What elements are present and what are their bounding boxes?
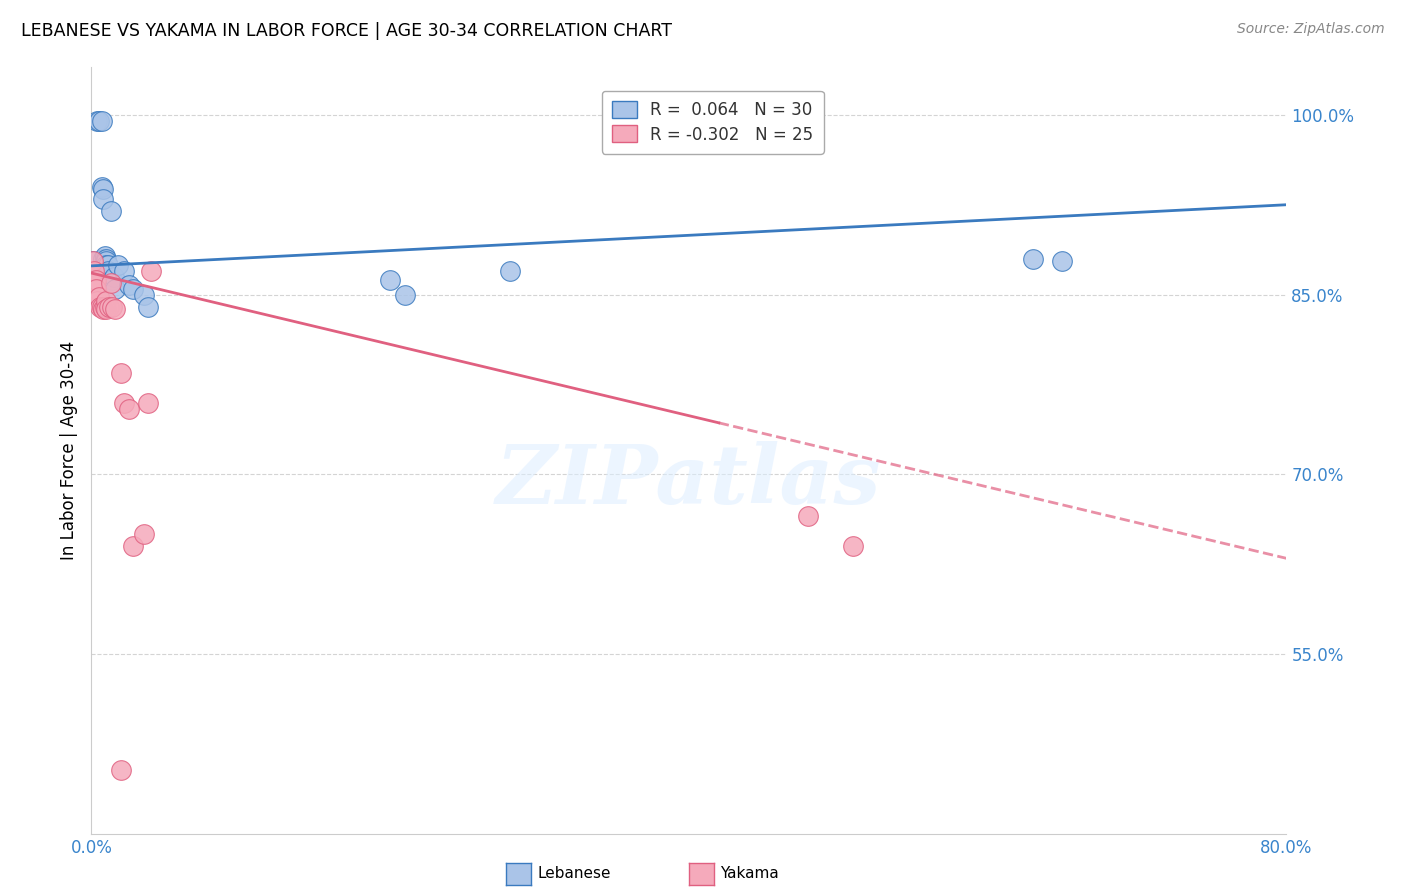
Point <box>84 282 107 296</box>
Point <box>96 252 118 266</box>
Point <box>122 539 145 553</box>
Point <box>842 539 865 553</box>
Point <box>82 254 104 268</box>
Legend: R =  0.064   N = 30, R = -0.302   N = 25: R = 0.064 N = 30, R = -0.302 N = 25 <box>602 91 824 153</box>
Point <box>136 395 159 409</box>
Point <box>90 179 112 194</box>
Point <box>84 273 107 287</box>
Point <box>98 300 121 314</box>
Point <box>136 300 159 314</box>
Point <box>96 254 118 268</box>
Point <box>93 252 115 266</box>
Point <box>141 263 163 277</box>
Point <box>94 249 117 263</box>
Point <box>104 301 127 316</box>
Point <box>100 276 122 290</box>
Point <box>112 263 135 277</box>
Point <box>97 263 120 277</box>
Point <box>103 269 125 284</box>
Text: LEBANESE VS YAKAMA IN LABOR FORCE | AGE 30-34 CORRELATION CHART: LEBANESE VS YAKAMA IN LABOR FORCE | AGE … <box>21 22 672 40</box>
Point <box>93 301 115 316</box>
Point <box>94 300 117 314</box>
Point <box>110 366 132 380</box>
Point <box>797 509 820 524</box>
Point <box>394 287 416 301</box>
Point <box>118 278 141 293</box>
Point <box>93 182 115 196</box>
Point <box>93 192 115 206</box>
Point <box>112 395 135 409</box>
Point <box>118 401 141 416</box>
Point <box>94 252 117 266</box>
Point <box>83 263 105 277</box>
Point <box>1052 254 1074 268</box>
Point <box>107 258 129 272</box>
Point <box>104 282 127 296</box>
Point <box>86 293 108 308</box>
Point <box>82 254 104 268</box>
Point <box>89 300 111 314</box>
Point <box>380 273 402 287</box>
Y-axis label: In Labor Force | Age 30-34: In Labor Force | Age 30-34 <box>59 341 77 560</box>
Point <box>499 263 522 277</box>
Text: Source: ZipAtlas.com: Source: ZipAtlas.com <box>1237 22 1385 37</box>
Point <box>87 113 110 128</box>
Point <box>96 293 118 308</box>
Point <box>101 300 124 314</box>
Point <box>100 203 122 218</box>
Point <box>90 113 112 128</box>
Point <box>86 113 108 128</box>
Point <box>110 764 132 778</box>
Point <box>101 273 124 287</box>
Text: ZIPatlas: ZIPatlas <box>496 442 882 521</box>
Point <box>1021 252 1043 266</box>
Text: Yakama: Yakama <box>720 866 779 881</box>
Point <box>132 527 155 541</box>
Point <box>96 301 118 316</box>
Point <box>122 282 145 296</box>
Point <box>97 258 120 272</box>
Point <box>132 287 155 301</box>
Point <box>87 290 110 304</box>
Point <box>96 258 118 272</box>
Point <box>90 300 112 314</box>
Text: Lebanese: Lebanese <box>537 866 610 881</box>
